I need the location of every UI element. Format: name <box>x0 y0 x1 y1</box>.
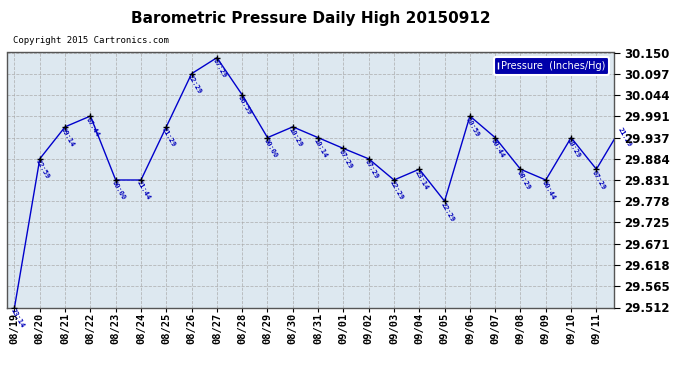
Text: 10:29: 10:29 <box>566 138 582 159</box>
Text: 00:00: 00:00 <box>262 138 278 159</box>
Text: 09:14: 09:14 <box>60 127 76 148</box>
Text: 10:59: 10:59 <box>464 116 480 138</box>
Text: 07:44: 07:44 <box>85 116 101 138</box>
Text: 10:14: 10:14 <box>313 138 328 159</box>
Text: 22:29: 22:29 <box>186 74 202 95</box>
Text: 00:00: 00:00 <box>110 180 126 201</box>
Text: 23:14: 23:14 <box>414 169 430 190</box>
Text: 00:44: 00:44 <box>490 138 506 159</box>
Legend: Pressure  (Inches/Hg): Pressure (Inches/Hg) <box>494 57 609 75</box>
Text: 22:29: 22:29 <box>440 201 455 223</box>
Text: Barometric Pressure Daily High 20150912: Barometric Pressure Daily High 20150912 <box>130 11 491 26</box>
Text: Copyright 2015 Cartronics.com: Copyright 2015 Cartronics.com <box>13 36 169 45</box>
Text: 06:59: 06:59 <box>237 95 253 116</box>
Text: 21:29: 21:29 <box>161 127 177 148</box>
Text: 07:29: 07:29 <box>212 58 228 79</box>
Text: 07:29: 07:29 <box>364 159 380 180</box>
Text: 10:29: 10:29 <box>288 127 304 148</box>
Text: 22:29: 22:29 <box>388 180 404 201</box>
Text: 00:44: 00:44 <box>540 180 556 201</box>
Text: 21:29: 21:29 <box>616 127 632 148</box>
Text: 07:29: 07:29 <box>338 148 354 170</box>
Text: 21:44: 21:44 <box>136 180 152 201</box>
Text: 23:14: 23:14 <box>9 308 25 329</box>
Text: 08:29: 08:29 <box>515 169 531 190</box>
Text: 07:29: 07:29 <box>591 169 607 190</box>
Text: 22:59: 22:59 <box>34 159 50 180</box>
